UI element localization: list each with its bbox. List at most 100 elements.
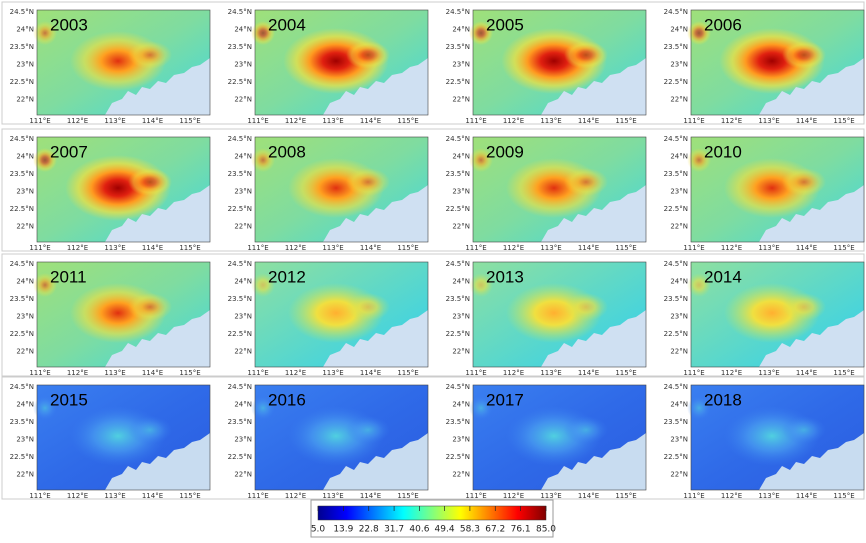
hotspot <box>469 148 493 172</box>
lat-tick-label: 22.5°N <box>10 330 34 338</box>
map-panel: 24.5°N 24°N 23.5°N 23°N 22.5°N 22°N 111°E 112°E… <box>228 383 429 500</box>
hotspot <box>251 396 275 420</box>
hotspot <box>33 396 57 420</box>
lat-tick-label: 23°N <box>452 436 470 444</box>
map-border <box>690 384 865 491</box>
lat-tick-label: 22°N <box>670 96 688 104</box>
year-label: 2013 <box>486 267 524 286</box>
lat-tick-label: 22°N <box>16 96 34 104</box>
map-panel: 24.5°N 24°N 23.5°N 23°N 22.5°N 22°N 111°E 112°E… <box>446 8 647 125</box>
lat-tick-label: 24.5°N <box>446 383 470 391</box>
lon-tick-label: 113°E <box>104 492 125 500</box>
lat-tick-label: 23.5°N <box>10 295 34 303</box>
lat-tick-label: 24°N <box>670 401 688 409</box>
hotspot <box>128 168 172 196</box>
lat-tick-label: 22.5°N <box>446 78 470 86</box>
map-panel: 24.5°N 24°N 23.5°N 23°N 22.5°N 22°N 111°E 112°E… <box>664 383 865 500</box>
lat-tick-label: 24°N <box>234 401 252 409</box>
lat-tick-label: 24.5°N <box>228 383 252 391</box>
lat-tick-label: 24°N <box>670 26 688 34</box>
colorbar-tick-label: 31.7 <box>384 525 404 535</box>
hotspot <box>251 273 275 297</box>
lon-tick-label: 114°E <box>796 244 817 252</box>
lon-tick-label: 112°E <box>503 492 524 500</box>
lat-tick-label: 22.5°N <box>10 205 34 213</box>
lon-tick-label: 111°E <box>247 492 268 500</box>
map-panel: 24.5°N 24°N 23.5°N 23°N 22.5°N 22°N 111°E 112°E… <box>228 260 429 377</box>
lat-tick-label: 23.5°N <box>664 43 688 51</box>
lat-tick-label: 22.5°N <box>228 205 252 213</box>
lat-tick-label: 23°N <box>670 188 688 196</box>
lon-tick-label: 111°E <box>465 244 486 252</box>
lon-tick-label: 114°E <box>796 492 817 500</box>
year-label: 2012 <box>268 267 306 286</box>
hotspot <box>346 293 390 321</box>
lon-tick-label: 112°E <box>67 492 88 500</box>
year-label: 2008 <box>268 142 306 161</box>
lon-tick-label: 111°E <box>247 117 268 125</box>
lat-tick-label: 24°N <box>670 278 688 286</box>
hotspot <box>469 396 493 420</box>
hotspot <box>346 416 390 444</box>
lat-tick-label: 23°N <box>16 436 34 444</box>
sea <box>323 433 428 490</box>
lat-tick-label: 23.5°N <box>664 170 688 178</box>
year-label: 2010 <box>704 142 742 161</box>
lat-tick-label: 22.5°N <box>228 330 252 338</box>
lon-tick-label: 111°E <box>247 244 268 252</box>
lat-tick-label: 22.5°N <box>446 330 470 338</box>
lon-tick-label: 112°E <box>285 369 306 377</box>
lat-tick-label: 23.5°N <box>664 295 688 303</box>
sea <box>105 433 210 490</box>
lon-tick-label: 112°E <box>67 117 88 125</box>
sea <box>759 433 864 490</box>
hotspot <box>128 416 172 444</box>
lat-tick-label: 24.5°N <box>446 8 470 16</box>
lat-tick-label: 22°N <box>16 223 34 231</box>
year-label: 2007 <box>50 142 88 161</box>
year-label: 2009 <box>486 142 524 161</box>
lat-tick-label: 22°N <box>234 223 252 231</box>
map-border <box>472 136 647 243</box>
hotspot <box>782 416 826 444</box>
lon-tick-label: 113°E <box>758 369 779 377</box>
lon-tick-label: 111°E <box>683 244 704 252</box>
map-border <box>36 136 211 243</box>
hotspot <box>564 168 608 196</box>
lat-tick-label: 23.5°N <box>228 170 252 178</box>
lat-tick-label: 24°N <box>234 153 252 161</box>
lon-tick-label: 112°E <box>721 117 742 125</box>
lat-tick-label: 24.5°N <box>10 383 34 391</box>
sea <box>323 58 428 115</box>
lat-tick-label: 24.5°N <box>664 260 688 268</box>
lat-tick-label: 24.5°N <box>446 135 470 143</box>
lon-tick-label: 115°E <box>397 492 418 500</box>
hotspot <box>564 41 608 69</box>
map-border <box>254 384 429 491</box>
map-panel: 24.5°N 24°N 23.5°N 23°N 22.5°N 22°N 111°E 112°E… <box>10 383 211 500</box>
lon-tick-label: 115°E <box>615 117 636 125</box>
lat-tick-label: 22.5°N <box>446 453 470 461</box>
lon-tick-label: 113°E <box>104 244 125 252</box>
hotspot <box>251 148 275 172</box>
lat-tick-label: 24°N <box>16 278 34 286</box>
hotspot <box>687 396 711 420</box>
lon-tick-label: 115°E <box>179 244 200 252</box>
lon-tick-label: 111°E <box>465 369 486 377</box>
lat-tick-label: 24.5°N <box>228 135 252 143</box>
lon-tick-label: 112°E <box>67 369 88 377</box>
lat-tick-label: 24.5°N <box>10 260 34 268</box>
colorbar-tick-label: 5.0 <box>311 525 326 535</box>
year-label: 2006 <box>704 15 742 34</box>
lat-tick-label: 23°N <box>670 436 688 444</box>
lon-tick-label: 115°E <box>397 244 418 252</box>
lon-tick-label: 111°E <box>247 369 268 377</box>
lon-tick-label: 111°E <box>465 117 486 125</box>
hotspot <box>782 293 826 321</box>
lat-tick-label: 23°N <box>452 313 470 321</box>
lon-tick-label: 111°E <box>683 369 704 377</box>
year-label: 2015 <box>50 390 88 409</box>
lat-tick-label: 24.5°N <box>10 135 34 143</box>
lat-tick-label: 24°N <box>670 153 688 161</box>
lon-tick-label: 113°E <box>104 117 125 125</box>
